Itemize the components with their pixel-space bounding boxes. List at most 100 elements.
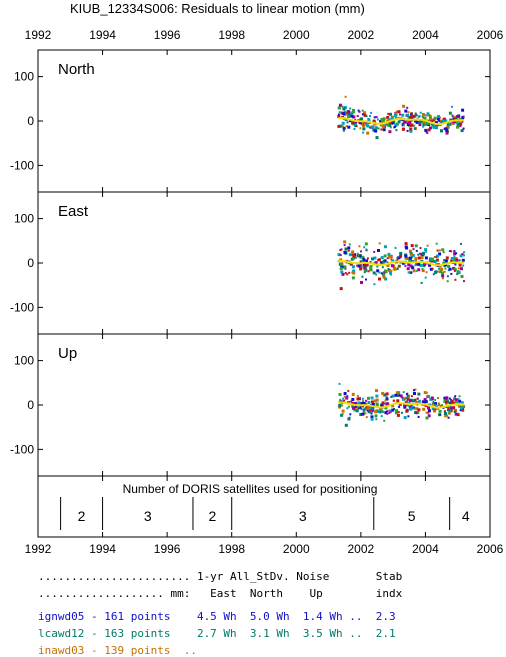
panel-label: Up (58, 345, 77, 362)
data-point (350, 114, 354, 118)
data-point (390, 264, 394, 268)
data-point (408, 256, 412, 260)
data-point (379, 120, 381, 123)
data-point (463, 254, 465, 257)
data-point (439, 413, 442, 416)
data-point (343, 395, 346, 398)
x-tick-label-top: 1992 (25, 28, 52, 42)
data-point (417, 262, 421, 266)
data-point (395, 409, 399, 413)
stats-table: ....................... 1-yr All_StDv. N… (38, 570, 403, 657)
data-point (386, 116, 390, 119)
data-point (443, 412, 447, 415)
data-point (369, 261, 372, 264)
data-point (352, 406, 355, 410)
data-point (423, 398, 427, 401)
data-point (453, 255, 456, 258)
data-point (421, 268, 424, 271)
data-point (359, 127, 362, 130)
data-point (426, 114, 429, 117)
data-point (365, 278, 367, 281)
data-point (375, 116, 378, 119)
data-point (453, 269, 456, 272)
data-point (395, 122, 399, 126)
data-point (361, 397, 364, 400)
x-tick-label-bottom: 2006 (477, 542, 504, 556)
data-point (417, 400, 421, 404)
data-point (409, 127, 413, 131)
data-point (342, 112, 346, 116)
data-point (437, 408, 440, 410)
data-point (352, 271, 356, 275)
data-point (397, 120, 401, 124)
data-point (450, 112, 453, 115)
data-point (458, 263, 462, 267)
data-point (381, 266, 384, 269)
data-point (459, 254, 463, 258)
data-point (406, 123, 410, 126)
data-point (367, 410, 371, 414)
data-point (386, 123, 390, 127)
data-points (337, 240, 466, 291)
data-point (453, 252, 457, 256)
data-point (367, 396, 370, 400)
data-point (413, 389, 415, 392)
data-point (357, 119, 360, 121)
data-point (415, 114, 418, 117)
data-point (361, 412, 365, 416)
data-point (377, 249, 380, 252)
data-point (427, 128, 431, 132)
data-point (356, 252, 359, 255)
data-point (415, 407, 419, 411)
data-point (460, 242, 462, 245)
data-point (347, 417, 351, 421)
data-point (442, 251, 445, 254)
data-point (340, 111, 344, 115)
data-point (423, 263, 426, 267)
strip-label: Number of DORIS satellites used for posi… (123, 482, 378, 496)
data-point (338, 382, 341, 385)
data-point (351, 276, 355, 280)
data-point (383, 393, 387, 397)
data-point (405, 400, 408, 403)
panel-label: East (58, 203, 89, 220)
data-point (427, 411, 430, 414)
data-point (375, 418, 378, 421)
data-point (455, 252, 458, 255)
data-point (362, 124, 366, 128)
data-point (366, 257, 369, 260)
data-point (378, 410, 382, 414)
data-point (441, 274, 445, 278)
data-point (424, 256, 428, 260)
data-point (446, 399, 449, 402)
data-point (462, 264, 465, 267)
data-point (363, 246, 366, 249)
data-point (361, 255, 365, 259)
data-point (338, 103, 342, 107)
data-point (395, 117, 397, 120)
data-point (356, 407, 359, 410)
data-point (432, 273, 435, 276)
data-point (352, 115, 356, 119)
data-point (443, 270, 446, 273)
data-point (448, 411, 451, 414)
x-tick-label-top: 1994 (89, 28, 116, 42)
data-point (454, 398, 458, 402)
data-point (388, 411, 391, 414)
data-point (382, 275, 386, 279)
data-point (373, 116, 376, 119)
data-point (415, 249, 418, 252)
data-point (385, 396, 388, 399)
data-point (391, 394, 395, 398)
data-point (453, 122, 455, 125)
data-point (406, 397, 410, 401)
data-point (403, 397, 407, 401)
data-point (397, 411, 400, 414)
data-point (365, 416, 368, 419)
table-row: lcawd12 - 163 points 2.7 Wh 3.1 Wh 3.5 W… (38, 627, 396, 640)
panel-east: 100 0 -100 East (10, 191, 491, 335)
data-point (429, 117, 432, 121)
data-point (410, 112, 413, 115)
data-point (370, 111, 373, 114)
data-point (442, 117, 446, 121)
